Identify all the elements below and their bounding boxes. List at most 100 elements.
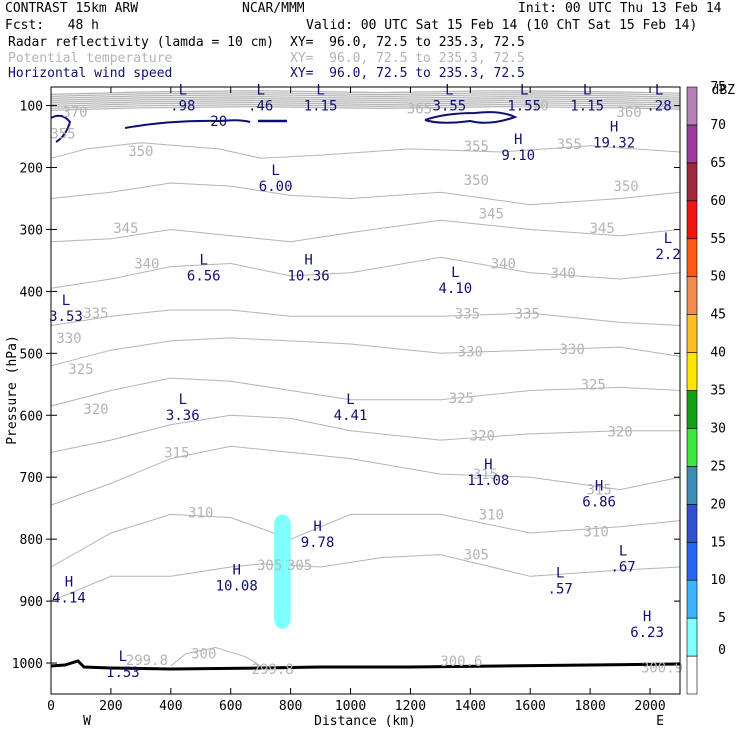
colorbar-label: 70	[710, 118, 726, 133]
isentrope-line	[50, 103, 681, 109]
theta-contour-label: 350	[464, 173, 489, 189]
wind-extremum-marker: L	[556, 565, 564, 581]
wind-extremum-marker: L	[316, 82, 324, 98]
wind-extremum-marker: H	[65, 575, 73, 591]
colorbar-label: 75	[710, 80, 726, 95]
wind-speed-label: 1.15	[570, 98, 604, 114]
isentrope-line	[50, 309, 681, 326]
isentrope-line	[50, 445, 681, 506]
isentrope-line	[50, 142, 681, 159]
wind-speed-label: 4.41	[334, 408, 368, 424]
wind-extremum-marker: L	[583, 82, 591, 98]
y-tick-label: 800	[20, 533, 43, 548]
colorbar-label: 5	[718, 611, 726, 626]
wind-extremum-marker: H	[610, 119, 618, 135]
wind-extremum-marker: H	[232, 562, 240, 578]
field-reflectivity: Radar reflectivity (lamda = 10 cm)	[8, 35, 275, 50]
wind-speed-label: 3.53	[49, 309, 83, 325]
wind-speed-label: 1.53	[106, 665, 140, 681]
colorbar-label: 40	[710, 346, 726, 361]
isentrope-line	[50, 414, 680, 453]
model-title: CONTRAST 15km ARW	[5, 1, 139, 16]
theta-contour-label: 315	[473, 467, 498, 483]
theta-contour-label: 345	[479, 206, 504, 222]
init-time: Init: 00 UTC Thu 13 Feb 14	[518, 1, 722, 16]
colorbar-swatch	[686, 579, 698, 619]
colorbar-swatch	[686, 466, 698, 505]
theta-contour-label: 320	[83, 402, 108, 418]
field-wind: Horizontal wind speed	[8, 66, 173, 81]
colorbar-label: 10	[710, 573, 726, 588]
y-tick-label: 500	[20, 347, 43, 362]
colorbar-label: 65	[710, 156, 726, 171]
x-tick-label: 1600	[515, 699, 546, 714]
theta-contour-label: 300	[191, 647, 216, 663]
theta-contour-label: 299.8	[252, 662, 294, 678]
colorbar-swatch	[686, 541, 698, 581]
theta-contour-label: 335	[455, 307, 480, 323]
x-tick-label: 400	[159, 699, 182, 714]
colorbar-swatch	[686, 352, 698, 391]
theta-contour-label: 300.9	[641, 660, 683, 676]
theta-contour-label: 330	[458, 344, 483, 360]
colorbar-swatch	[686, 200, 698, 240]
wind-extremum-marker: H	[304, 253, 312, 269]
colorbar-label: 15	[710, 535, 726, 550]
colorbar-swatch	[686, 86, 698, 126]
x-axis-title: Distance (km)	[314, 714, 416, 729]
isentrope-line	[170, 646, 261, 667]
colorbar-swatch	[686, 276, 698, 315]
y-tick-label: 200	[20, 162, 43, 177]
theta-contour-label: 335	[515, 307, 540, 323]
theta-contour-label: 310	[479, 507, 504, 523]
wind-extremum-marker: L	[179, 82, 187, 98]
y-tick-label: 700	[20, 471, 43, 486]
isentrope-line	[50, 90, 681, 95]
wind-extremum-marker: L	[664, 231, 672, 247]
colorbar-label: 35	[710, 384, 726, 399]
wind-speed-label: 6.00	[259, 179, 293, 195]
field-theta: Potential temperature	[8, 51, 173, 66]
y-tick-label: 300	[20, 223, 43, 238]
plot-frame	[50, 86, 681, 695]
colorbar-swatch	[686, 617, 698, 657]
theta-contour-label: 350	[128, 144, 153, 160]
wind-speed-label: .67	[610, 560, 635, 576]
wind-speed-label: 6.86	[582, 495, 616, 511]
wind-speed-label: 4.10	[438, 281, 472, 297]
y-tick-label: 900	[20, 595, 43, 610]
theta-contour-label: 305	[257, 558, 282, 574]
theta-contour-label: 320	[470, 429, 495, 445]
terrain-line	[50, 659, 681, 671]
isentrope-line	[50, 105, 681, 111]
colorbar-swatch	[686, 238, 698, 277]
isentrope-line	[50, 513, 681, 568]
x-tick-label: 1800	[574, 699, 605, 714]
x-tick-label: 800	[279, 699, 302, 714]
wind-extremum-marker: L	[271, 163, 279, 179]
colorbar-swatch	[686, 124, 698, 164]
field-wind-xy: XY= 96.0, 72.5 to 235.3, 72.5	[290, 66, 525, 81]
wind-speed-label: 19.32	[593, 135, 635, 151]
wind-contour	[124, 119, 251, 129]
theta-contour-label: 355	[464, 139, 489, 155]
wind-speed-label: 10.08	[216, 578, 258, 594]
wind-extremum-marker: H	[595, 479, 603, 495]
colorbar-label: 55	[710, 232, 726, 247]
theta-contour-label: 330	[560, 342, 585, 358]
colorbar-label: 45	[710, 308, 726, 323]
theta-contour-label: 360	[616, 105, 641, 121]
wind-speed-label: 1.15	[304, 98, 338, 114]
theta-contour-label: 310	[188, 506, 213, 522]
reflectivity-cell	[274, 514, 291, 629]
wind-speed-label: 3.55	[433, 98, 467, 114]
theta-contour-label: 315	[586, 483, 611, 499]
isentrope-line	[50, 182, 681, 206]
wind-speed-label: 20	[210, 114, 227, 130]
colorbar-label: 30	[710, 421, 726, 436]
wind-extremum-marker: L	[200, 253, 208, 269]
wind-speed-label: .46	[248, 98, 273, 114]
wind-speed-label: 9.78	[301, 535, 335, 551]
theta-contour-label: 365	[407, 102, 432, 118]
